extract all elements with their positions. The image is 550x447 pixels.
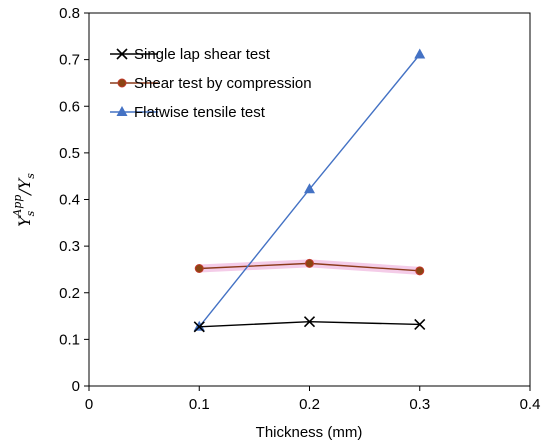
data-point-circle-marker [305, 258, 314, 268]
y-label-slash: / [15, 188, 34, 197]
x-tick-label: 0.1 [189, 396, 210, 413]
legend-label: Shear test by compression [134, 75, 312, 92]
data-point-x-marker [116, 48, 128, 60]
series-shear-test-by-compression [194, 258, 425, 276]
legend-label: Flatwise tensile test [134, 104, 266, 121]
series-single-lap-shear-test [193, 316, 426, 333]
y-label-denom-sub: s [24, 173, 37, 179]
y-tick-label: 0.8 [59, 5, 80, 22]
x-axis-label: Thickness (mm) [256, 424, 363, 441]
y-label-sup: App [11, 195, 24, 218]
y-axis-label: YsApp/Ys [11, 173, 37, 227]
data-point-circle-marker [194, 264, 204, 274]
y-label-denom-base: Y [15, 177, 34, 189]
data-point-triangle-marker [304, 183, 315, 194]
x-tick-label: 0.2 [299, 396, 320, 413]
data-point-triangle-marker [116, 106, 128, 116]
y-tick-label: 0 [72, 378, 80, 395]
data-point-x-marker [303, 316, 316, 328]
y-tick-label: 0.3 [59, 238, 80, 255]
x-tick-label: 0.4 [520, 396, 541, 413]
data-point-x-marker [414, 318, 426, 331]
data-point-circle-marker [415, 266, 425, 276]
y-tick-label: 0.7 [59, 52, 80, 69]
legend-label: Single lap shear test [134, 46, 271, 63]
data-point-circle-marker [117, 78, 127, 88]
data-point-triangle-marker [414, 48, 426, 59]
legend-entry: Single lap shear test [110, 46, 271, 63]
y-tick-label: 0.4 [59, 192, 80, 209]
legend: Single lap shear test Shear test by compr… [110, 46, 312, 121]
y-axis: 0 0.1 0.2 0.3 0.4 0.5 0.6 0.7 0.8 [59, 5, 89, 395]
y-tick-label: 0.1 [59, 331, 80, 348]
x-tick-label: 0 [85, 396, 93, 413]
data-point-x-marker [193, 321, 205, 333]
legend-entry: Flatwise tensile test [110, 104, 266, 121]
y-label-sub: s [24, 210, 37, 216]
y-tick-label: 0.2 [59, 285, 80, 302]
x-axis: 0 0.1 0.2 0.3 0.4 [85, 386, 541, 413]
y-tick-label: 0.6 [59, 98, 80, 115]
series-layer [193, 48, 426, 333]
legend-entry: Shear test by compression [110, 75, 312, 92]
plot-frame [88, 12, 531, 387]
y-label-base: Y [15, 215, 34, 227]
svg-text:YsApp/Ys: YsApp/Ys [11, 173, 37, 227]
y-tick-label: 0.5 [59, 145, 80, 162]
x-tick-label: 0.3 [409, 396, 430, 413]
